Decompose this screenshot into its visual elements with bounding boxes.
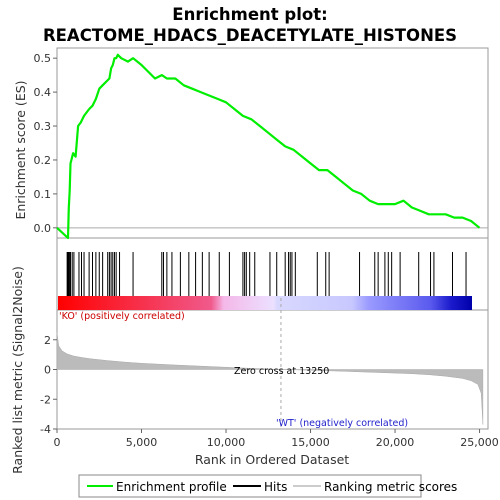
metric-y-tick-label: -2 bbox=[40, 393, 51, 406]
x-tick-label: 25,000 bbox=[460, 436, 499, 449]
enrichment-profile-line bbox=[56, 53, 481, 240]
ko-label: 'KO' (positively correlated) bbox=[59, 311, 185, 322]
es-panel bbox=[56, 47, 489, 239]
metric-y-tick-label: 2 bbox=[44, 334, 51, 347]
es-y-axis-label: Enrichment score (ES) bbox=[13, 80, 28, 219]
es-y-tick-label: 0.2 bbox=[34, 154, 52, 167]
zero-cross-label: Zero cross at 13250 bbox=[234, 366, 329, 377]
es-y-tick-label: 0.3 bbox=[34, 120, 52, 133]
chart-title-line1: Enrichment plot: bbox=[172, 5, 327, 24]
x-axis-label: Rank in Ordered Dataset bbox=[195, 452, 349, 467]
metric-y-axis-label: Ranked list metric (Signal2Noise) bbox=[10, 266, 25, 474]
x-tick-label: 15,000 bbox=[291, 436, 330, 449]
legend-label-hits: Hits bbox=[264, 480, 287, 494]
axes-layer: 0.0 0.1 0.2 0.3 0.4 0.5 -4 -2 0 2 0 5,000 10,000 15,0… bbox=[34, 52, 499, 449]
x-tick-label: 0 bbox=[54, 436, 61, 449]
legend-label-enrichment: Enrichment profile bbox=[116, 480, 227, 494]
metric-y-tick-label: -4 bbox=[40, 423, 51, 436]
x-tick-label: 10,000 bbox=[207, 436, 246, 449]
es-y-tick-label: 0.5 bbox=[34, 52, 52, 65]
metric-layer bbox=[56, 298, 484, 429]
es-y-tick-label: 0.0 bbox=[34, 222, 52, 235]
x-tick-label: 20,000 bbox=[376, 436, 415, 449]
metric-y-tick-label: 0 bbox=[44, 364, 51, 377]
es-layer bbox=[56, 53, 488, 240]
chart-title-line2: REACTOME_HDACS_DEACETYLATE_HISTONES bbox=[43, 26, 457, 45]
ranking-color-bar bbox=[58, 296, 472, 310]
es-y-tick-label: 0.4 bbox=[34, 86, 52, 99]
es-y-tick-label: 0.1 bbox=[34, 188, 52, 201]
legend-label-ranking: Ranking metric scores bbox=[324, 480, 457, 494]
x-tick-label: 5,000 bbox=[126, 436, 158, 449]
wt-label: 'WT' (negatively correlated) bbox=[276, 418, 408, 429]
ranking-metric-area bbox=[56, 332, 484, 425]
hits-layer bbox=[66, 252, 467, 296]
